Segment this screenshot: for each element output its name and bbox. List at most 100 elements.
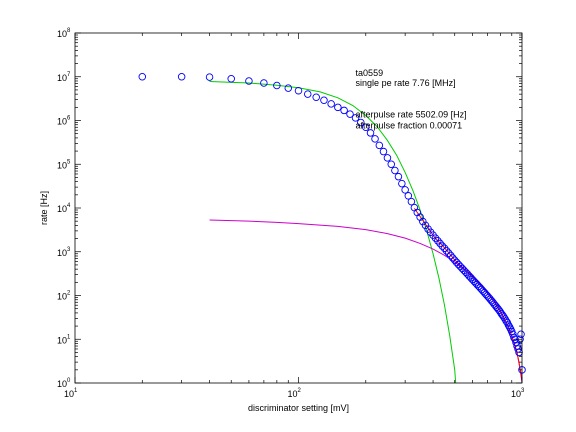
data-point (227, 74, 235, 83)
data-point (334, 103, 342, 112)
y-tick-label: 10 6 (57, 116, 71, 127)
x-tick-exponent: 1 (74, 388, 78, 394)
x-tick-label: 10 1 (64, 388, 78, 399)
y-tick-label: 10 1 (57, 334, 71, 345)
data-point (351, 114, 360, 122)
y-tick-exponent: 6 (67, 116, 71, 122)
x-tick-label: 10 2 (287, 388, 301, 399)
y-tick-exponent: 1 (67, 334, 71, 340)
data-point (273, 81, 281, 90)
y-tick-base: 10 (57, 379, 67, 389)
data-point (458, 264, 466, 273)
data-point (375, 141, 384, 150)
data-point (407, 197, 416, 206)
tick-labels: 10 1 10 2 10 310 010 110 210 310 410 510 610 710 8 (57, 28, 525, 399)
y-tick-exponent: 0 (67, 378, 71, 384)
data-point (312, 93, 320, 101)
data-point (434, 237, 442, 245)
y-tick-exponent: 8 (67, 28, 71, 34)
data-point (431, 234, 440, 242)
x-tick-exponent: 2 (298, 388, 302, 394)
data-point (260, 79, 268, 87)
series-line-2 (209, 219, 522, 383)
data-point (177, 72, 186, 81)
y-tick-exponent: 2 (67, 291, 71, 297)
y-tick-exponent: 5 (67, 159, 71, 165)
data-point (371, 135, 379, 143)
y-axis-label: rate [Hz] (39, 191, 49, 225)
data-point (387, 160, 396, 168)
data-point (438, 242, 447, 250)
data-point (500, 313, 508, 321)
y-tick-label: 10 8 (57, 28, 71, 39)
data-point (394, 172, 403, 181)
data-point (398, 179, 406, 188)
axis-ticks (74, 32, 523, 384)
data-point (245, 77, 253, 85)
y-tick-label: 10 0 (57, 378, 71, 389)
data-point (450, 256, 459, 264)
y-tick-label: 10 2 (57, 291, 71, 302)
data-point (304, 90, 312, 98)
y-tick-label: 10 5 (57, 159, 71, 170)
y-tick-base: 10 (57, 160, 67, 170)
data-point (357, 118, 365, 127)
data-point (346, 110, 354, 118)
series-line-3 (413, 208, 522, 380)
data-point (444, 249, 453, 257)
data-point (447, 251, 455, 260)
series-line-1 (209, 80, 457, 383)
y-tick-base: 10 (57, 292, 67, 302)
y-tick-base: 10 (57, 204, 67, 214)
y-tick-label: 10 7 (57, 72, 71, 83)
y-tick-base: 10 (57, 335, 67, 345)
data-point (504, 321, 513, 329)
y-tick-exponent: 4 (67, 203, 71, 209)
annotation-3: afterpulse fraction 0.00071 (356, 120, 463, 130)
data-point (294, 86, 303, 95)
x-tick-base: 10 (511, 389, 521, 399)
data-point (320, 96, 328, 105)
data-point (383, 154, 392, 162)
data-point (205, 73, 214, 81)
annotation-1: single pe rate 7.76 [MHz] (356, 78, 456, 88)
data-point (436, 239, 444, 248)
annotation-0: ta0559 (356, 68, 384, 78)
y-tick-label: 10 4 (57, 203, 71, 214)
data-point (404, 192, 413, 200)
y-tick-base: 10 (57, 29, 67, 39)
y-tick-exponent: 3 (67, 247, 71, 253)
y-tick-label: 10 3 (57, 247, 71, 258)
data-point (442, 247, 451, 255)
data-point (452, 258, 461, 267)
data-point (362, 123, 370, 132)
data-point (502, 317, 510, 325)
data-point (517, 330, 525, 339)
data-point (379, 147, 388, 156)
data-point (327, 100, 335, 108)
annotation-2: afterpulse rate 5502.09 [Hz] (356, 110, 467, 120)
data-point (340, 106, 348, 115)
x-tick-base: 10 (287, 389, 297, 399)
data-point (284, 84, 293, 92)
data-point (366, 129, 375, 137)
x-axis-label: discriminator setting [mV] (248, 403, 349, 413)
data-point (138, 72, 147, 81)
data-point (440, 244, 449, 253)
x-tick-label: 10 3 (511, 388, 525, 399)
y-tick-base: 10 (57, 73, 67, 83)
y-tick-base: 10 (57, 117, 67, 127)
y-tick-exponent: 7 (67, 72, 71, 78)
x-tick-base: 10 (64, 389, 74, 399)
data-point (401, 186, 409, 194)
y-tick-base: 10 (57, 248, 67, 258)
data-point (391, 166, 399, 175)
data-markers (138, 72, 526, 374)
data-point (419, 217, 427, 226)
x-tick-exponent: 3 (521, 388, 525, 394)
data-point (509, 330, 517, 339)
data-point (449, 254, 457, 262)
data-point (410, 203, 419, 212)
